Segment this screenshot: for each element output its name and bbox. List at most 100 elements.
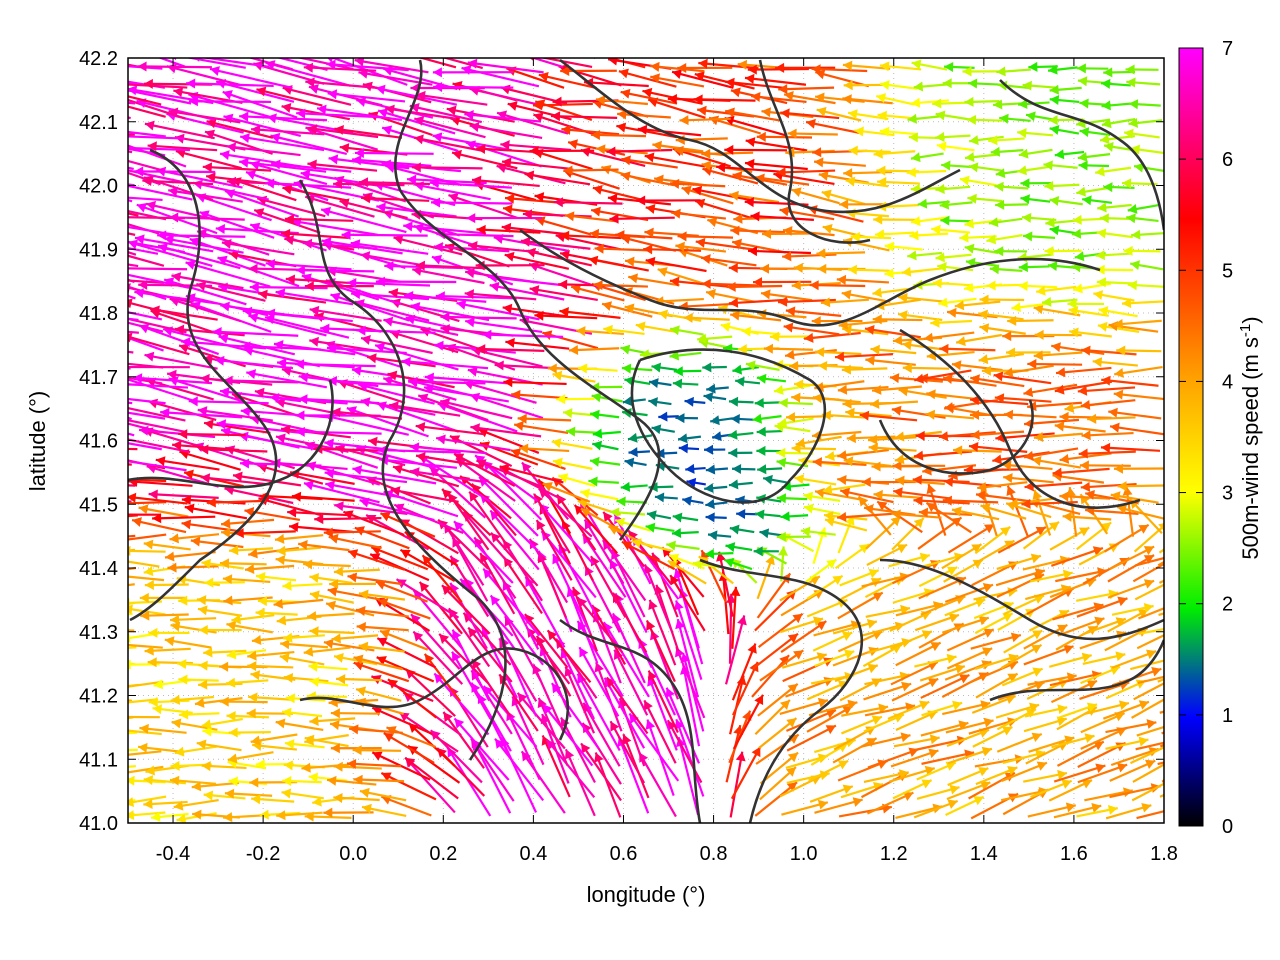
wind-arrow-head: [972, 559, 983, 569]
wind-arrow: [935, 183, 971, 194]
wind-arrow-shaft: [128, 680, 164, 688]
wind-arrow-shaft: [203, 421, 271, 434]
wind-arrow-head: [644, 227, 654, 238]
wind-arrow-head: [814, 157, 824, 168]
wind-arrow: [501, 157, 570, 170]
wind-arrow-head: [434, 340, 444, 351]
wind-arrow-head: [204, 419, 214, 430]
wind-arrow-shaft: [567, 586, 599, 664]
wind-arrow-head: [386, 726, 397, 736]
wind-arrow: [866, 791, 914, 815]
wind-arrow: [821, 410, 868, 421]
wind-arrow-head: [872, 314, 882, 325]
wind-arrow-shaft: [534, 314, 598, 320]
wind-arrow-head: [825, 725, 836, 735]
wind-arrow-head: [198, 679, 208, 690]
wind-arrow-head: [179, 709, 189, 720]
wind-arrow-shaft: [489, 509, 540, 571]
wind-arrow: [284, 214, 354, 225]
wind-arrow-head: [705, 499, 715, 509]
wind-arrow-shaft: [520, 750, 566, 814]
wind-arrow-head: [284, 235, 294, 246]
wind-arrow-shaft: [539, 504, 572, 565]
wind-arrow-head: [866, 738, 877, 747]
wind-arrow: [561, 124, 620, 136]
wind-arrow-head: [864, 324, 875, 335]
wind-arrow-shaft: [217, 256, 300, 288]
wind-arrow: [661, 546, 705, 598]
wind-arrow: [1076, 521, 1112, 551]
wind-arrow: [395, 578, 460, 619]
wind-arrow-head: [729, 524, 740, 535]
wind-arrow-head: [729, 190, 739, 201]
wind-arrow: [884, 241, 923, 252]
wind-arrow-shaft: [560, 648, 595, 720]
wind-arrow-shaft: [361, 196, 430, 202]
wind-arrow-shaft: [993, 373, 1052, 385]
wind-arrow-head: [144, 579, 154, 590]
wind-arrow: [959, 232, 997, 243]
wind-arrow: [219, 558, 267, 569]
wind-arrow-head: [845, 407, 855, 418]
wind-arrow-shaft: [128, 311, 163, 321]
wind-arrow-shaft: [513, 423, 569, 435]
wind-arrow: [1081, 430, 1134, 441]
wind-arrow-shaft: [755, 176, 810, 186]
wind-arrow: [475, 459, 543, 488]
wind-arrow: [383, 376, 457, 401]
wind-arrow: [1130, 144, 1164, 155]
wind-arrow-head: [736, 508, 746, 519]
wind-arrow: [628, 273, 680, 287]
wind-arrow: [832, 619, 878, 635]
wind-arrow-head: [818, 170, 829, 181]
wind-arrow-head: [152, 704, 163, 715]
wind-arrow-head: [785, 767, 796, 777]
wind-arrow: [975, 766, 1018, 786]
wind-arrow: [692, 185, 753, 202]
wind-arrow-shaft: [264, 316, 350, 339]
wind-arrow: [320, 206, 407, 234]
wind-arrow-shaft: [248, 314, 327, 337]
wind-arrow-head: [685, 463, 695, 474]
wind-arrow: [148, 627, 190, 638]
wind-arrow-shaft: [669, 279, 729, 288]
wind-arrow: [997, 526, 1047, 554]
wind-arrow-head: [435, 291, 445, 302]
wind-arrow: [504, 251, 570, 270]
wind-arrow: [323, 807, 374, 818]
wind-arrow: [399, 548, 456, 582]
wind-arrow-head: [412, 266, 423, 276]
wind-arrow: [128, 513, 162, 516]
wind-arrow-head: [1115, 651, 1126, 662]
wind-arrow: [470, 423, 542, 438]
wind-arrow-head: [537, 697, 547, 709]
wind-arrow-head: [144, 351, 155, 362]
wind-arrow-head: [380, 629, 391, 639]
wind-arrow-shaft: [150, 309, 217, 335]
wind-arrow-shaft: [561, 128, 620, 136]
wind-arrow-head: [107, 143, 116, 153]
wind-arrow: [637, 124, 702, 137]
wind-arrow: [813, 157, 866, 168]
wind-arrow-head: [490, 532, 501, 543]
wind-arrow-shaft: [128, 777, 132, 781]
wind-arrow-head: [809, 280, 819, 291]
wind-arrow: [128, 336, 164, 352]
wind-arrow: [1056, 740, 1105, 767]
wind-arrow-head: [378, 598, 389, 608]
wind-arrow-shaft: [1081, 348, 1137, 356]
wind-arrow-shaft: [938, 431, 996, 439]
wind-arrow-head: [988, 135, 998, 146]
wind-arrow: [1027, 359, 1083, 370]
wind-arrow-shaft: [500, 143, 572, 152]
wind-arrow-head: [536, 520, 546, 531]
wind-arrow-shaft: [645, 259, 707, 273]
wind-arrow-shaft: [750, 214, 814, 221]
wind-arrow-head: [1047, 261, 1058, 272]
wind-arrow-head: [1130, 144, 1141, 155]
wind-arrow-head: [467, 366, 478, 377]
wind-arrow-head: [390, 486, 401, 497]
wind-arrow-shaft: [164, 237, 244, 254]
wind-arrow-shaft: [482, 460, 543, 521]
wind-arrow-head: [868, 442, 878, 453]
